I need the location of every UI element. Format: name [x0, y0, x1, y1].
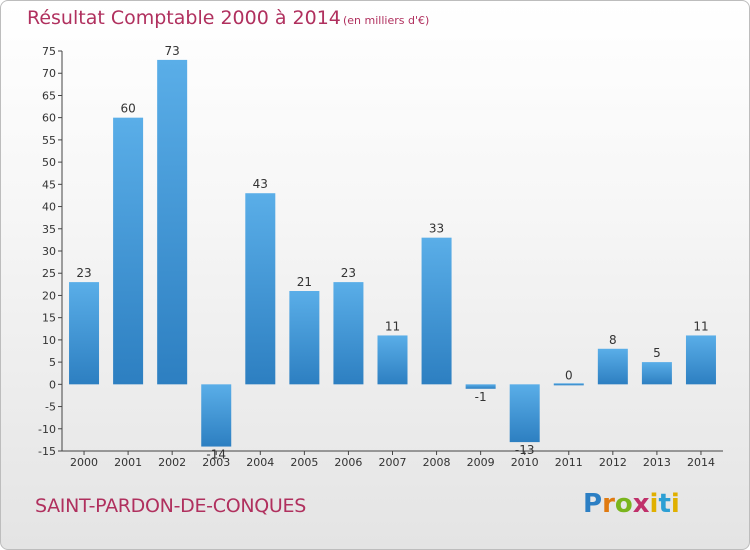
value-label: 11 [693, 319, 708, 333]
x-tick-label: 2010 [511, 456, 539, 469]
bars [69, 59, 716, 447]
x-tick-label: 2013 [643, 456, 671, 469]
x-tick-label: 2009 [467, 456, 495, 469]
y-tick-label: 5 [49, 356, 56, 369]
bar [597, 348, 628, 385]
y-tick-label: 45 [42, 178, 56, 191]
value-label: 33 [429, 222, 444, 236]
logo-letter: P [583, 489, 603, 519]
y-tick-label: 0 [49, 378, 56, 391]
y-tick-label: 55 [42, 134, 56, 147]
y-tick-label: 20 [42, 289, 56, 302]
value-label: 73 [165, 44, 180, 58]
bar [509, 384, 540, 443]
y-tick-label: 10 [42, 334, 56, 347]
logo-letter: x [632, 489, 650, 519]
x-tick-label: 2005 [290, 456, 318, 469]
chart-title: Résultat Comptable 2000 à 2014 [27, 7, 341, 29]
logo-letter: o [614, 489, 633, 519]
y-tick-label: 75 [42, 45, 56, 58]
y-tick-label: -15 [38, 445, 56, 458]
bar [157, 59, 188, 385]
value-label: 5 [653, 346, 661, 360]
bar [113, 117, 144, 385]
x-tick-label: 2011 [555, 456, 583, 469]
value-label: 23 [341, 266, 356, 280]
x-tick-label: 2004 [246, 456, 274, 469]
value-label: 11 [385, 319, 400, 333]
x-tick-label: 2006 [334, 456, 362, 469]
y-tick-label: 65 [42, 89, 56, 102]
x-tick-label: 2003 [202, 456, 230, 469]
bar [201, 384, 232, 447]
logo-letter: i [670, 489, 680, 519]
bar [333, 282, 364, 385]
bar [421, 237, 452, 385]
bar [245, 193, 276, 385]
y-tick-label: 35 [42, 223, 56, 236]
bar [553, 383, 584, 386]
x-tick-label: 2007 [379, 456, 407, 469]
bar [69, 282, 100, 385]
bar [289, 291, 320, 385]
value-label: 21 [297, 275, 312, 289]
y-tick-label: 60 [42, 112, 56, 125]
logo-letter: i [649, 489, 659, 519]
y-tick-label: 40 [42, 201, 56, 214]
x-tick-label: 2000 [70, 456, 98, 469]
value-label: -1 [475, 390, 487, 404]
value-label: 8 [609, 333, 617, 347]
logo-letter: t [658, 489, 671, 519]
y-tick-label: 15 [42, 312, 56, 325]
x-tick-label: 2014 [687, 456, 715, 469]
chart-subtitle: (en milliers d'€) [343, 14, 430, 27]
commune-name: SAINT-PARDON-DE-CONQUES [35, 495, 306, 517]
y-tick-label: 70 [42, 67, 56, 80]
value-labels: 23 60 73 -14 43 21 23 11 33 -1 -13 0 8 5 11 [76, 44, 708, 462]
x-tick-label: 2012 [599, 456, 627, 469]
x-tick-label: 2001 [114, 456, 142, 469]
bar [377, 335, 408, 385]
value-label: -13 [515, 443, 535, 457]
value-label: 0 [565, 368, 573, 382]
y-tick-label: 30 [42, 245, 56, 258]
y-tick-label: 25 [42, 267, 56, 280]
value-label: 60 [120, 102, 135, 116]
y-tick-label: -5 [45, 401, 56, 414]
value-label: -14 [206, 448, 226, 462]
proxiti-logo: Proxiti [583, 489, 680, 519]
bar [641, 362, 672, 385]
y-tick-label: -10 [38, 423, 56, 436]
value-label: 43 [253, 177, 268, 191]
x-tick-label: 2002 [158, 456, 186, 469]
y-tick-label: 50 [42, 156, 56, 169]
logo-letter: r [602, 489, 615, 519]
bar [685, 335, 716, 385]
x-axis: 2000 2001 2002 2003 2004 2005 2006 2007 2008 2009… [62, 450, 723, 469]
x-tick-label: 2008 [423, 456, 451, 469]
value-label: 23 [76, 266, 91, 280]
bar [465, 384, 496, 389]
